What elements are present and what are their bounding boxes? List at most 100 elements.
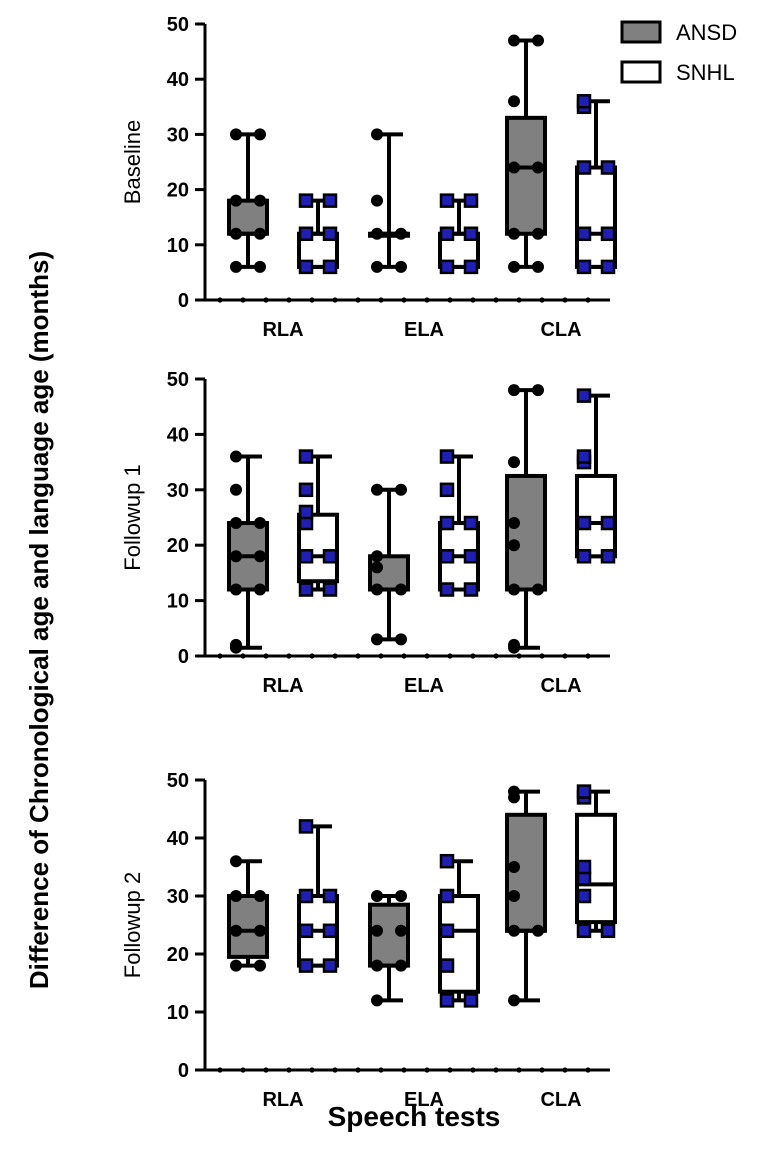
x-axis-dot — [562, 1067, 568, 1073]
data-point — [230, 924, 242, 937]
data-point — [230, 855, 242, 868]
y-tick-label: 0 — [178, 290, 189, 312]
data-point — [298, 482, 314, 498]
data-point — [600, 515, 616, 531]
data-point — [254, 517, 266, 530]
data-point — [439, 582, 455, 597]
x-axis-dot — [447, 1067, 453, 1073]
data-point — [322, 226, 338, 242]
snhl-box-cla — [575, 388, 617, 564]
data-point — [395, 227, 407, 240]
x-axis-dot — [493, 1067, 499, 1073]
data-point — [395, 959, 407, 972]
panel-1: 0 10 20 30 40 50 RLA ELA CLA Baseline — [120, 14, 617, 341]
data-point — [576, 515, 592, 531]
x-axis-dot — [263, 1067, 269, 1073]
category-label-cla: CLA — [540, 319, 581, 341]
x-axis-dot — [493, 653, 499, 659]
ansd-box-cla — [505, 384, 547, 654]
data-point — [230, 638, 242, 651]
data-point — [230, 583, 242, 596]
box-body — [505, 115, 547, 236]
x-axis-dot — [309, 1067, 315, 1073]
y-tick-label: 30 — [167, 480, 189, 502]
data-point — [230, 227, 242, 240]
data-point — [508, 260, 520, 273]
data-point — [508, 785, 520, 798]
data-point — [322, 958, 338, 973]
x-axis-dot — [355, 1067, 361, 1073]
data-point — [508, 456, 520, 469]
data-point — [576, 94, 592, 109]
x-axis-dot — [585, 653, 591, 659]
x-axis-dot — [378, 297, 384, 303]
data-point — [508, 517, 520, 530]
y-tick-label: 0 — [178, 646, 189, 668]
data-point — [576, 160, 592, 175]
y-tick-label: 50 — [167, 369, 189, 391]
x-axis-dot — [470, 297, 476, 303]
y-tick-label: 10 — [167, 235, 189, 257]
x-axis-dot — [263, 653, 269, 659]
data-point — [254, 260, 266, 273]
data-point — [395, 260, 407, 273]
snhl-box-rla — [297, 449, 339, 597]
data-point — [371, 128, 383, 141]
data-point — [463, 515, 479, 531]
data-point — [254, 227, 266, 240]
data-point — [371, 260, 383, 273]
data-point — [532, 384, 544, 397]
data-point — [508, 861, 520, 873]
data-point — [576, 784, 592, 799]
y-tick-label: 20 — [167, 944, 189, 966]
panels: 0 10 20 30 40 50 RLA ELA CLA Baseline 0 10 20 30 40 50 R… — [120, 14, 617, 1111]
data-point — [508, 161, 520, 174]
data-point — [322, 193, 338, 208]
data-point — [371, 633, 383, 646]
x-axis-dot — [286, 297, 292, 303]
data-point — [532, 34, 544, 47]
data-point — [439, 259, 455, 275]
snhl-box-rla — [297, 193, 339, 275]
x-axis-dot — [539, 1067, 545, 1073]
data-point — [298, 958, 314, 973]
data-point — [576, 871, 592, 886]
data-point — [576, 923, 592, 939]
x-axis-dot — [447, 653, 453, 659]
x-axis-dot — [309, 653, 315, 659]
y-tick-label: 40 — [167, 69, 189, 91]
main-y-axis-label: Difference of Chronological age and lang… — [24, 251, 54, 989]
y-tick-label: 20 — [167, 535, 189, 557]
data-point — [395, 583, 407, 596]
data-point — [254, 890, 266, 902]
data-point — [463, 582, 479, 597]
x-axis-label: Speech tests — [328, 1101, 501, 1132]
snhl-box-cla — [575, 784, 617, 939]
data-point — [439, 515, 455, 531]
x-axis-dot — [585, 1067, 591, 1073]
x-axis-dot — [424, 297, 430, 303]
x-axis-dot — [516, 653, 522, 659]
data-point — [508, 583, 520, 596]
data-point — [439, 226, 455, 242]
data-point — [600, 160, 616, 175]
panel-3: 0 10 20 30 40 50 RLA ELA CLA Followup 2 — [120, 770, 617, 1111]
x-axis-dot — [217, 1067, 223, 1073]
ansd-box-rla — [227, 450, 269, 654]
data-point — [439, 549, 455, 564]
data-point — [576, 549, 592, 564]
data-point — [230, 890, 242, 902]
ansd-box-cla — [505, 785, 547, 1007]
x-axis-dot — [355, 297, 361, 303]
data-point — [439, 993, 455, 1008]
data-point — [532, 260, 544, 273]
data-point — [230, 260, 242, 273]
data-point — [230, 450, 242, 463]
data-point — [463, 259, 479, 275]
data-point — [508, 34, 520, 47]
x-axis-dot — [240, 1067, 246, 1073]
data-point — [532, 227, 544, 240]
x-axis-dot — [401, 1067, 407, 1073]
data-point — [508, 890, 520, 902]
